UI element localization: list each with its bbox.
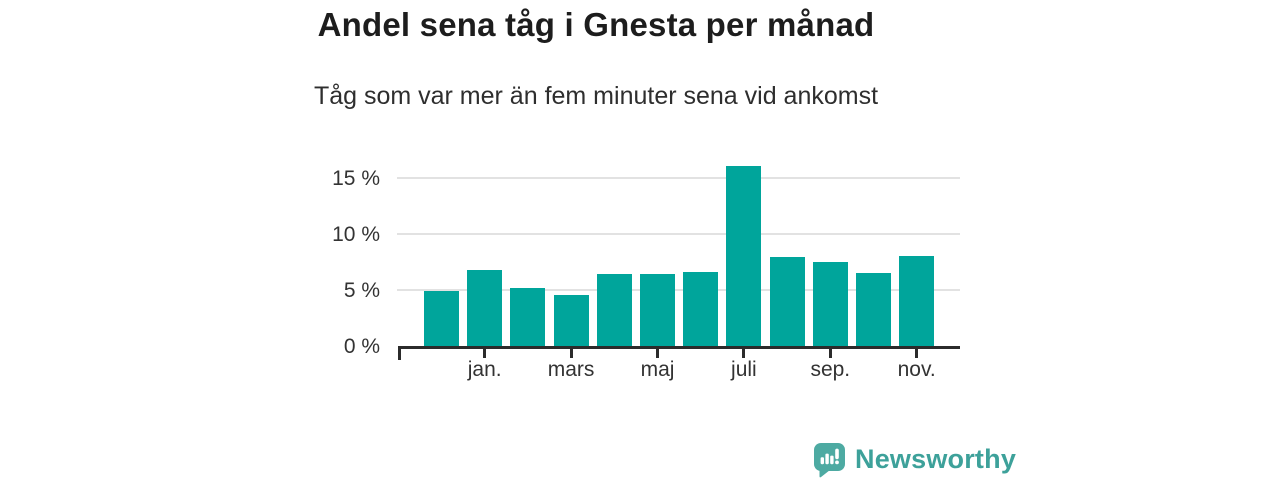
x-tick-label: mars (547, 358, 595, 381)
bar-aug (769, 257, 805, 346)
x-tick-label: juli (731, 358, 757, 381)
newsworthy-logo-text: Newsworthy (855, 444, 1017, 474)
x-tick-label: sep. (810, 358, 851, 381)
chart-title: Andel sena tåg i Gnesta per månad (317, 6, 875, 43)
newsworthy-logo: Newsworthy (813, 442, 1016, 479)
axis-start-tick (398, 346, 401, 360)
bar-juli (726, 166, 762, 346)
x-tick (483, 346, 487, 358)
bar-dec (424, 290, 459, 346)
x-tick-label: jan. (467, 358, 502, 381)
x-tick-label: nov. (897, 358, 936, 381)
bar-okt (856, 273, 891, 346)
x-tick (915, 346, 919, 358)
gridline (397, 232, 960, 235)
gridline (397, 288, 960, 291)
y-tick-label: 5 % (343, 278, 380, 302)
x-tick (656, 346, 659, 358)
bar-nov (899, 256, 935, 346)
bar-chart-speech-bubble-icon (814, 443, 845, 478)
y-tick-label: 10 % (332, 222, 380, 246)
y-tick-label: 0 % (343, 335, 380, 358)
x-tick (828, 346, 832, 358)
gridline (397, 176, 960, 179)
bar-feb (510, 287, 546, 346)
chart-subtitle: Tåg som var mer än fem minuter sena vid … (313, 82, 879, 110)
x-tick-label: maj (640, 358, 675, 381)
x-axis-line (398, 346, 960, 349)
bar-apr (596, 274, 632, 346)
bar-mars (553, 295, 589, 346)
bar-sep (812, 261, 848, 346)
bar-juni (683, 271, 719, 346)
x-tick (569, 346, 573, 358)
bar-jan (467, 269, 503, 346)
bar-maj (640, 274, 675, 346)
y-tick-label: 15 % (332, 166, 380, 190)
x-tick (742, 346, 746, 358)
